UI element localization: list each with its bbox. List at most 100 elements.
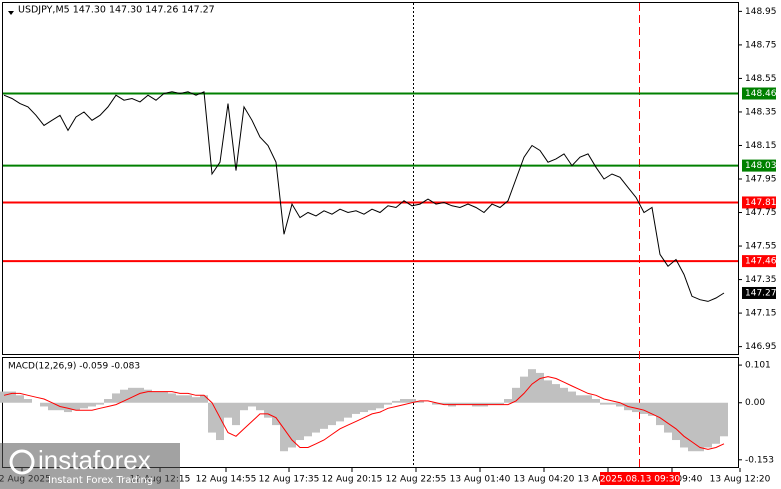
watermark: instaforex Instant Forex Trading: [0, 443, 180, 489]
macd-bar: [248, 402, 256, 407]
x-tick-label: 13 Aug 12:20: [710, 475, 771, 485]
watermark-icon: [9, 449, 35, 475]
macd-bar: [672, 402, 680, 441]
macd-bar: [184, 395, 192, 403]
macd-bar: [64, 402, 72, 413]
x-tick-label: 12 Aug 20:15: [322, 475, 383, 485]
macd-bar: [256, 402, 264, 411]
macd-bar: [416, 400, 424, 403]
macd-bar: [96, 402, 104, 405]
macd-title: MACD(12,26,9) -0.059 -0.083: [8, 362, 140, 372]
macd-bar: [616, 402, 624, 407]
macd-bar: [88, 402, 96, 407]
macd-bar: [384, 402, 392, 405]
price-line: [3, 91, 725, 302]
macd-bar: [400, 399, 408, 403]
x-tick-label: 13 Aug 04:20: [514, 475, 575, 485]
price-tag-label: 147.46: [745, 257, 777, 267]
macd-bar: [296, 402, 304, 441]
macd-bar: [144, 389, 152, 403]
macd-bar: [552, 384, 560, 403]
macd-bar: [464, 402, 472, 405]
macd-bar: [536, 372, 544, 403]
macd-bar: [688, 402, 696, 452]
watermark-brand: instaforex: [38, 445, 151, 475]
price-tag-label: 147.27: [745, 288, 777, 298]
price-tag-label: 147.81: [745, 198, 777, 208]
macd-bar: [336, 402, 344, 422]
macd-bar: [208, 402, 216, 433]
macd-bar: [656, 402, 664, 426]
macd-bar: [176, 395, 184, 403]
macd-bar: [432, 402, 440, 405]
watermark-tagline: Instant Forex Trading: [48, 475, 153, 486]
macd-bar: [280, 402, 288, 452]
cursor-tag-label: 2025.08.13 09:30: [600, 475, 681, 485]
macd-bar: [488, 402, 496, 405]
macd-bar: [0, 391, 8, 403]
y-tick-label: 148.75: [745, 40, 777, 50]
macd-bar: [440, 402, 448, 405]
y-tick-label: -0.153: [745, 455, 774, 465]
price-tag-label: 148.03: [745, 161, 777, 171]
macd-bar: [392, 400, 400, 403]
y-tick-label: 148.55: [745, 74, 777, 84]
macd-bar: [376, 402, 384, 409]
macd-bar: [712, 402, 720, 444]
macd-bar: [240, 402, 248, 411]
x-tick-label: 12 Aug 22:55: [386, 475, 447, 485]
macd-bar: [128, 387, 136, 403]
macd-bar: [632, 402, 640, 413]
macd-bar: [408, 399, 416, 403]
y-tick-label: 147.75: [745, 208, 777, 218]
macd-bar: [720, 402, 728, 437]
macd-bar: [272, 402, 280, 426]
macd-bar: [312, 402, 320, 433]
watermark-box: [0, 443, 180, 489]
macd-bar: [328, 402, 336, 426]
macd-bar: [168, 393, 176, 403]
price-tag: [742, 286, 776, 299]
macd-bar: [24, 399, 32, 403]
macd-bar: [592, 399, 600, 403]
macd-bar: [224, 402, 232, 418]
chart-layer: 148.95 148.75 148.55 148.35 148.15 147.95 147.…: [0, 7, 777, 485]
y-tick-label: 147.35: [745, 275, 777, 285]
x-tick-label: 12 Aug 17:35: [259, 475, 320, 485]
macd-bar: [200, 395, 208, 403]
macd-bar: [152, 391, 160, 403]
menu-arrow: [8, 11, 14, 15]
macd-bar: [528, 369, 536, 403]
macd-bar: [112, 393, 120, 403]
price-tag: [742, 87, 776, 100]
macd-bar: [304, 402, 312, 437]
x-tick-label: 12 Aug 14:55: [196, 475, 257, 485]
y-tick-label: 148.35: [745, 107, 777, 117]
price-tag: [742, 196, 776, 209]
macd-bar: [360, 402, 368, 413]
macd-bar: [264, 402, 272, 418]
y-tick-label: 148.15: [745, 141, 777, 151]
macd-bar: [352, 402, 360, 414]
macd-bar: [344, 402, 352, 418]
macd-bar: [80, 402, 88, 409]
macd-bar: [288, 402, 296, 448]
macd-bar: [16, 395, 24, 403]
macd-bar: [160, 391, 168, 403]
macd-bar: [520, 376, 528, 403]
symbol-info: USDJPY,M5 147.30 147.30 147.26 147.27: [18, 5, 215, 16]
macd-bar: [648, 402, 656, 416]
macd-bar: [576, 395, 584, 403]
y-tick-label: 146.95: [745, 342, 777, 352]
macd-bar: [192, 397, 200, 403]
macd-bar: [456, 402, 464, 405]
macd-bar: [368, 402, 376, 411]
macd-bar: [640, 402, 648, 414]
macd-bar: [664, 402, 672, 433]
macd-bar: [600, 402, 608, 405]
macd-bar: [48, 402, 56, 411]
macd-bar: [560, 387, 568, 403]
signal-line: [3, 376, 725, 450]
macd-bar: [216, 402, 224, 441]
y-tick-label: 0.101: [745, 361, 771, 371]
